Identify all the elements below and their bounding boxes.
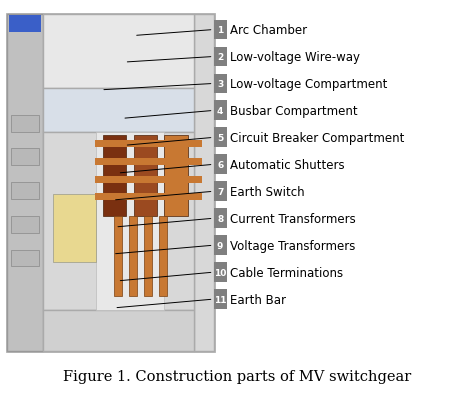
Bar bbox=[11, 250, 39, 267]
Text: Circuit Breaker Compartment: Circuit Breaker Compartment bbox=[230, 132, 405, 144]
Bar bbox=[9, 16, 41, 33]
Text: Earth Bar: Earth Bar bbox=[230, 293, 286, 306]
Text: Low-voltage Compartment: Low-voltage Compartment bbox=[230, 78, 388, 91]
Bar bbox=[214, 155, 227, 175]
Bar bbox=[214, 290, 227, 309]
Text: Cable Terminations: Cable Terminations bbox=[230, 266, 344, 279]
Bar bbox=[159, 216, 167, 296]
Bar bbox=[95, 158, 201, 166]
Bar bbox=[214, 128, 227, 148]
Bar bbox=[43, 89, 194, 132]
Bar bbox=[11, 115, 39, 132]
Bar bbox=[164, 136, 188, 216]
Bar bbox=[114, 216, 122, 296]
Text: 10: 10 bbox=[214, 268, 226, 277]
Bar bbox=[11, 149, 39, 166]
Bar bbox=[53, 194, 96, 262]
Bar bbox=[214, 101, 227, 121]
Bar bbox=[95, 141, 201, 148]
Bar bbox=[129, 216, 137, 296]
Bar bbox=[144, 216, 153, 296]
Text: 11: 11 bbox=[214, 295, 227, 304]
Bar bbox=[8, 14, 43, 351]
Bar bbox=[214, 236, 227, 255]
Text: Voltage Transformers: Voltage Transformers bbox=[230, 239, 356, 252]
Bar bbox=[11, 216, 39, 233]
Text: 4: 4 bbox=[217, 107, 223, 115]
Bar bbox=[103, 136, 127, 216]
Bar bbox=[214, 182, 227, 202]
Bar bbox=[43, 14, 194, 89]
Bar bbox=[134, 136, 157, 216]
Bar bbox=[214, 20, 227, 41]
Text: 9: 9 bbox=[217, 241, 223, 250]
Bar bbox=[214, 74, 227, 94]
Bar bbox=[95, 176, 201, 183]
Text: 2: 2 bbox=[217, 53, 223, 62]
Bar bbox=[8, 14, 214, 351]
Bar bbox=[214, 47, 227, 67]
Bar bbox=[11, 183, 39, 200]
Bar bbox=[43, 310, 194, 351]
Bar bbox=[43, 132, 194, 310]
Text: Current Transformers: Current Transformers bbox=[230, 212, 356, 225]
Text: Figure 1. Construction parts of MV switchgear: Figure 1. Construction parts of MV switc… bbox=[63, 369, 411, 383]
Bar bbox=[194, 14, 214, 351]
Text: 8: 8 bbox=[217, 214, 223, 223]
Text: 5: 5 bbox=[217, 134, 223, 142]
Text: Low-voltage Wire-way: Low-voltage Wire-way bbox=[230, 51, 360, 64]
Text: 7: 7 bbox=[217, 187, 223, 196]
Text: Busbar Compartment: Busbar Compartment bbox=[230, 105, 358, 117]
Text: 6: 6 bbox=[217, 160, 223, 169]
Text: Arc Chamber: Arc Chamber bbox=[230, 24, 308, 37]
Text: 3: 3 bbox=[217, 80, 223, 89]
Bar bbox=[214, 209, 227, 229]
Bar bbox=[96, 132, 164, 310]
Text: Earth Switch: Earth Switch bbox=[230, 185, 305, 198]
Bar bbox=[95, 194, 201, 201]
Bar bbox=[214, 263, 227, 282]
Text: 1: 1 bbox=[217, 26, 223, 35]
Text: Automatic Shutters: Automatic Shutters bbox=[230, 158, 345, 171]
